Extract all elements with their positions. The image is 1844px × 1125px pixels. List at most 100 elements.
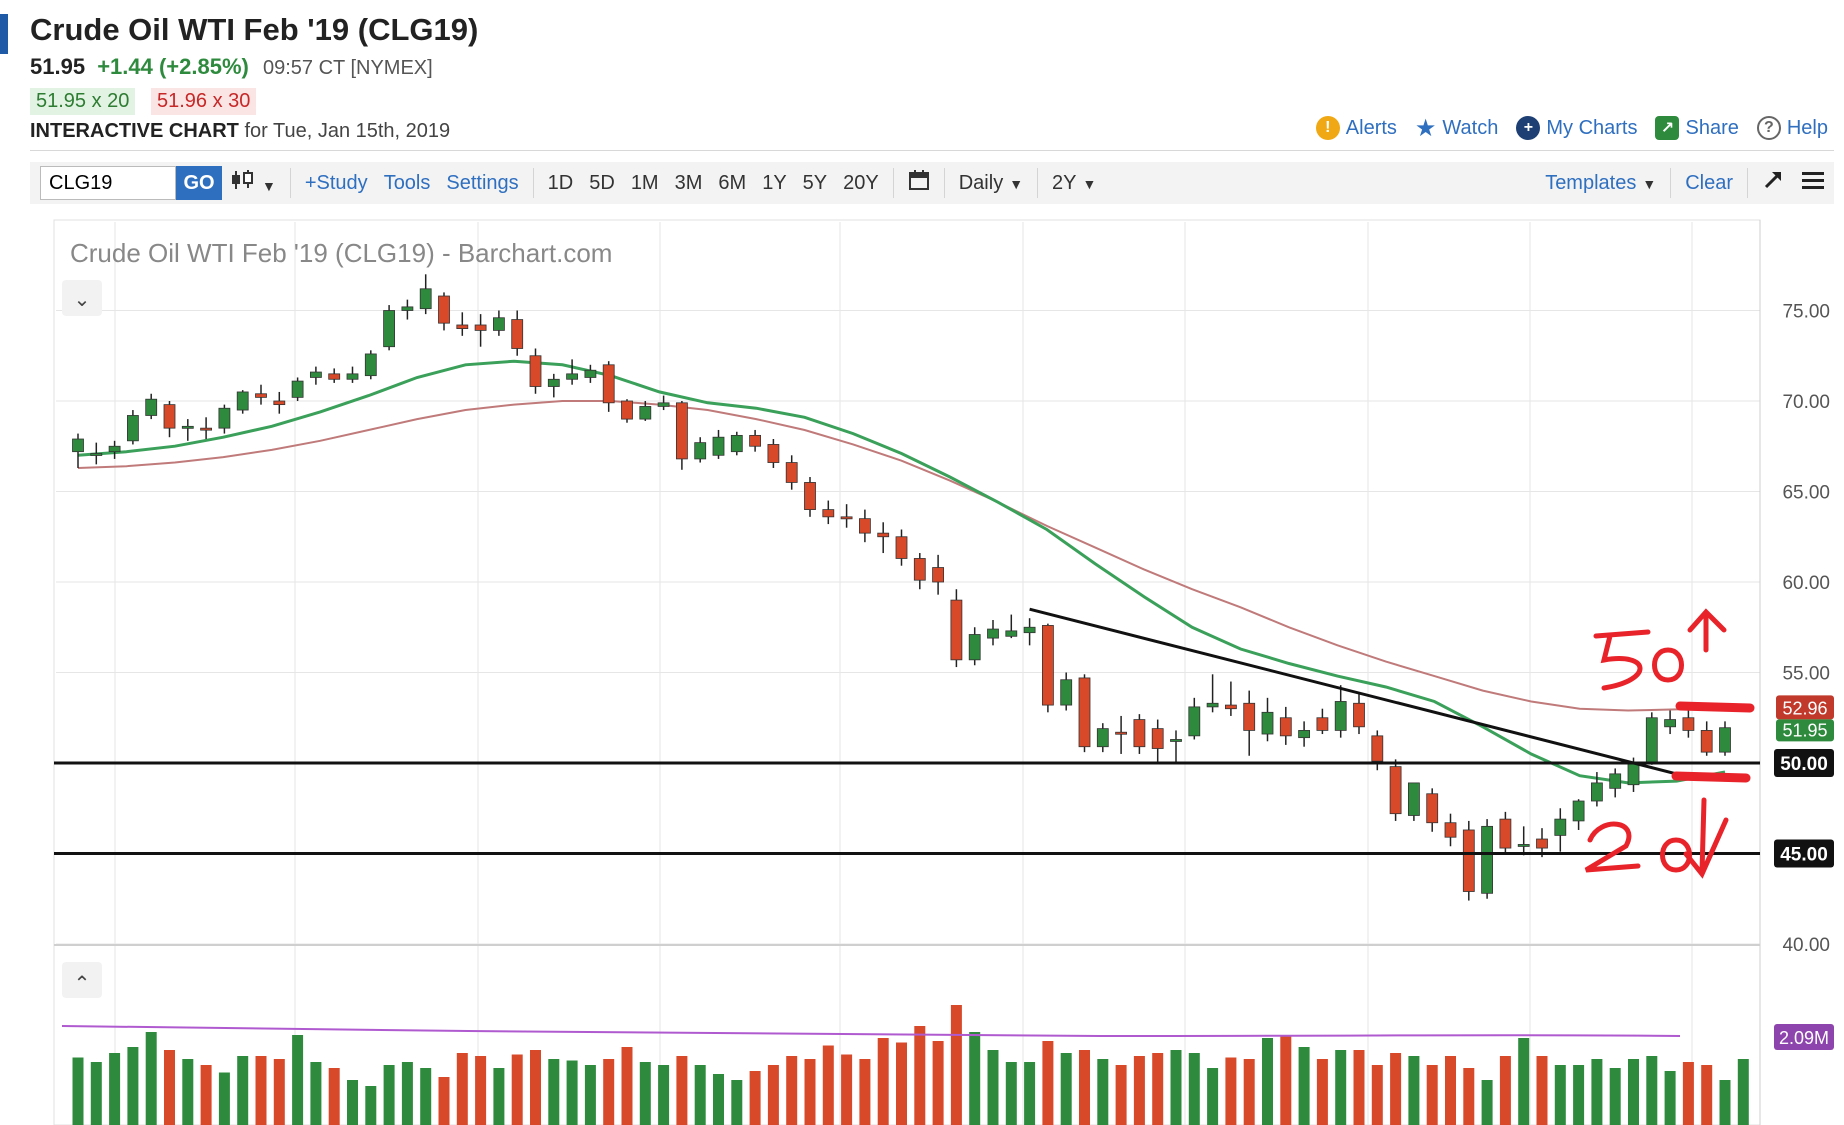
menu-button[interactable]: [1792, 169, 1834, 197]
volume-bar: [1390, 1053, 1402, 1125]
candle: [1499, 811, 1512, 854]
volume-bar: [1005, 1062, 1017, 1125]
go-button[interactable]: GO: [176, 166, 222, 200]
range-6m[interactable]: 6M: [718, 171, 747, 194]
candle: [1170, 730, 1182, 763]
candle-body: [859, 518, 871, 534]
collapse-toggle-top[interactable]: ⌄: [62, 280, 102, 316]
collapse-toggle-volume[interactable]: ⌃: [62, 962, 102, 998]
candle: [511, 310, 524, 356]
volume-bar: [1225, 1057, 1237, 1125]
candle-body: [492, 317, 505, 331]
volume-bar: [1371, 1065, 1383, 1125]
volume-bar: [328, 1068, 340, 1125]
calendar-button[interactable]: [900, 169, 938, 197]
volume-bar: [1609, 1068, 1621, 1125]
candle-body: [1389, 766, 1402, 815]
header-divider: [30, 150, 1834, 151]
candle-body: [511, 319, 524, 349]
my-charts-link[interactable]: + My Charts: [1516, 116, 1637, 140]
alerts-link[interactable]: ! Alerts: [1315, 116, 1397, 140]
candle: [767, 439, 780, 468]
volume-bar: [1152, 1053, 1164, 1125]
volume-bar: [109, 1053, 121, 1125]
alerts-label: Alerts: [1345, 116, 1397, 139]
candle: [273, 391, 286, 414]
candle: [1243, 690, 1256, 756]
volume-bar: [1097, 1059, 1109, 1125]
handwritten-annotations: [1584, 608, 1755, 879]
volume-bar: [1024, 1062, 1036, 1125]
expand-button[interactable]: [1754, 169, 1792, 197]
volume-bar: [1554, 1065, 1566, 1125]
candle: [566, 359, 578, 385]
range-5d[interactable]: 5D: [589, 171, 615, 194]
volume-bar: [639, 1062, 651, 1125]
toolbar-separator: [289, 168, 291, 198]
page-title: Crude Oil WTI Feb '19 (CLG19): [30, 12, 479, 47]
volume-bar: [859, 1059, 871, 1125]
symbol-input[interactable]: [40, 166, 176, 200]
candle: [1462, 820, 1475, 901]
volume-bar: [1573, 1065, 1585, 1125]
range-1d[interactable]: 1D: [547, 171, 574, 194]
candle: [987, 620, 999, 646]
study-button[interactable]: +Study: [304, 171, 368, 194]
tools-button[interactable]: Tools: [383, 171, 431, 194]
volume-bar: [1280, 1035, 1292, 1125]
watch-link[interactable]: ★ Watch: [1415, 115, 1498, 142]
candle-body: [1151, 728, 1164, 749]
candle-body: [1462, 829, 1475, 892]
candle: [1225, 681, 1237, 716]
period-dropdown[interactable]: Daily ▼: [951, 172, 1031, 195]
volume-ma-label: 2.09M: [1779, 1028, 1829, 1048]
settings-button[interactable]: Settings: [446, 171, 519, 194]
candle-body: [90, 453, 103, 456]
candle-body: [1096, 728, 1109, 748]
volume-bar: [383, 1065, 395, 1125]
share-link[interactable]: ↗ Share: [1655, 116, 1739, 140]
range-20y[interactable]: 20Y: [843, 171, 879, 194]
last-price-badge: [1776, 719, 1834, 742]
volume-ma-line: [61, 1025, 1681, 1038]
candle-body: [822, 509, 835, 518]
volume-bar: [1207, 1068, 1219, 1125]
volume-bar: [511, 1054, 523, 1125]
volume-bar: [804, 1059, 816, 1125]
candle: [383, 305, 396, 351]
clear-button[interactable]: Clear: [1685, 171, 1733, 194]
volume-bar: [1646, 1056, 1658, 1125]
range-5y[interactable]: 5Y: [802, 171, 828, 194]
moving-averages: [77, 359, 1726, 785]
candle-body: [346, 373, 359, 380]
range-1y[interactable]: 1Y: [762, 171, 787, 194]
candle: [364, 350, 377, 380]
trendline: [1029, 607, 1698, 781]
ma-long-line: [77, 400, 1726, 712]
candle-body: [1554, 818, 1567, 836]
chart-type-selector[interactable]: ▼: [222, 169, 284, 197]
span-dropdown[interactable]: 2Y ▼: [1044, 172, 1104, 195]
range-3m[interactable]: 3M: [674, 171, 703, 194]
volume-bar: [1628, 1059, 1639, 1125]
range-1m[interactable]: 1M: [630, 171, 659, 194]
my-charts-label: My Charts: [1546, 116, 1638, 139]
support-label: 50.00: [1780, 754, 1828, 775]
help-link[interactable]: ? Help: [1756, 116, 1828, 140]
candle-body: [1298, 730, 1310, 739]
volume-bar: [1170, 1050, 1182, 1125]
candle: [1279, 706, 1292, 745]
candle: [1078, 674, 1091, 753]
candle: [785, 455, 798, 490]
candle: [913, 553, 926, 590]
templates-dropdown[interactable]: Templates ▼: [1537, 172, 1664, 195]
toolbar-separator: [532, 168, 534, 198]
toolbar-separator: [1037, 168, 1039, 198]
toolbar-separator: [943, 168, 945, 198]
volume-bar: [1664, 1071, 1676, 1125]
chevron-down-icon: ▼: [262, 178, 276, 194]
candle-body: [749, 434, 761, 447]
volume-bar: [1481, 1080, 1493, 1125]
candle-body: [804, 482, 816, 511]
